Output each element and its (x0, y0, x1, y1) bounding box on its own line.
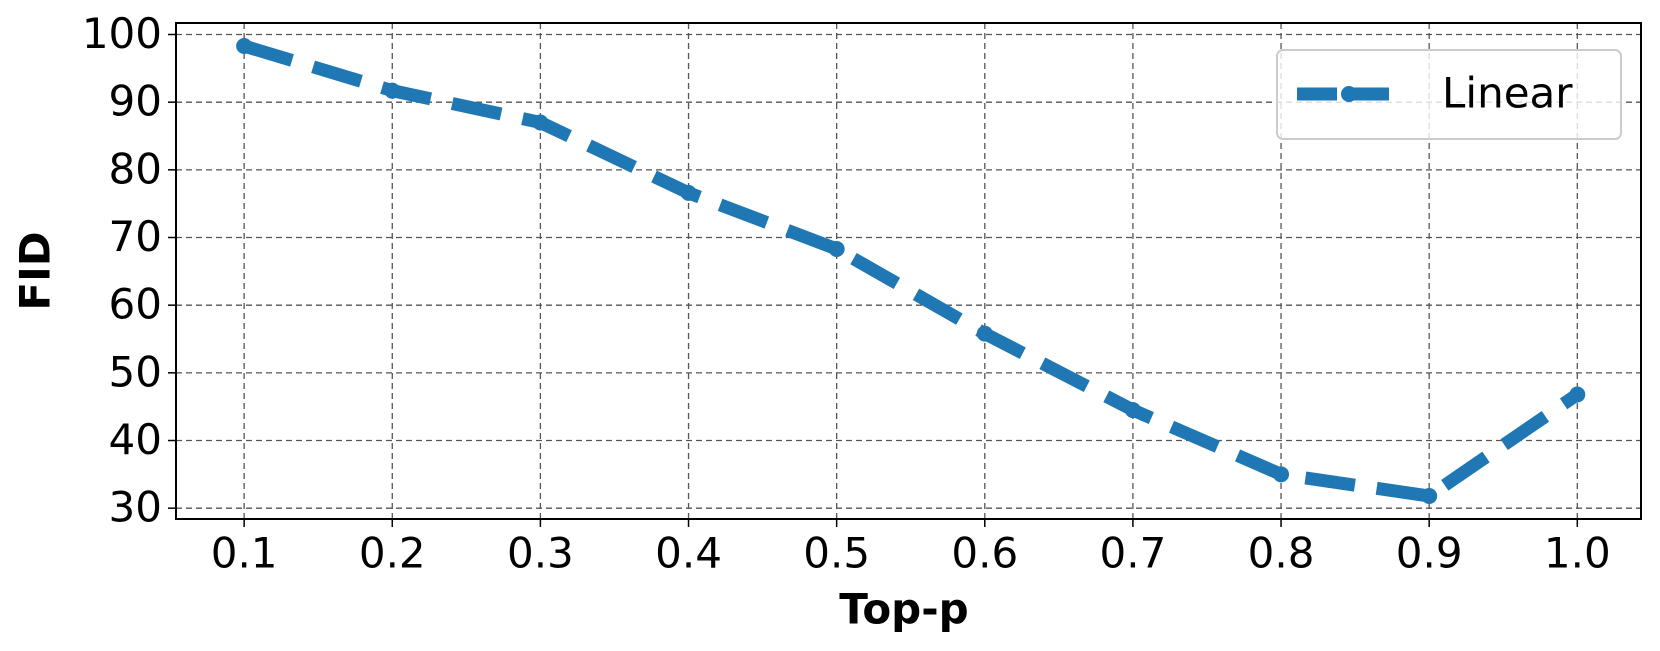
x-tick-label: 0.9 (1396, 529, 1463, 578)
plot-frame (175, 22, 1642, 520)
y-tick-label: 70 (109, 212, 162, 261)
y-tick-label: 40 (109, 415, 162, 464)
data-point (384, 82, 401, 99)
data-point (1569, 386, 1586, 403)
y-tick-label: 80 (109, 144, 162, 193)
x-tick-label: 0.8 (1248, 529, 1315, 578)
data-point (1421, 487, 1438, 504)
x-tick-label: 0.4 (655, 529, 722, 578)
data-point (1273, 466, 1290, 483)
y-axis-label: FID (11, 231, 60, 310)
data-point (976, 325, 993, 342)
legend-box (1276, 49, 1622, 140)
x-tick-label: 0.5 (803, 529, 870, 578)
legend-label: Linear (1442, 69, 1573, 118)
data-point (680, 184, 697, 201)
y-tick-label: 60 (109, 280, 162, 329)
data-point (828, 241, 845, 258)
x-tick-label: 1.0 (1544, 529, 1611, 578)
data-line (242, 39, 1581, 503)
x-tick-label: 0.3 (507, 529, 574, 578)
y-tick-label: 30 (109, 483, 162, 532)
data-point (532, 114, 549, 131)
data-point (1124, 402, 1141, 419)
x-tick-label: 0.2 (359, 529, 426, 578)
legend-marker (1341, 86, 1357, 102)
y-tick-label: 90 (109, 77, 162, 126)
x-tick-label: 0.7 (1100, 529, 1167, 578)
legend: Linear (1276, 49, 1622, 140)
x-axis-label: Top-p (839, 585, 969, 634)
y-tick-label: 50 (109, 347, 162, 396)
plot (236, 38, 1586, 504)
x-tick-label: 0.1 (211, 529, 278, 578)
x-tick-label: 0.6 (951, 529, 1018, 578)
y-tick-label: 100 (82, 9, 162, 58)
data-point (236, 38, 253, 55)
